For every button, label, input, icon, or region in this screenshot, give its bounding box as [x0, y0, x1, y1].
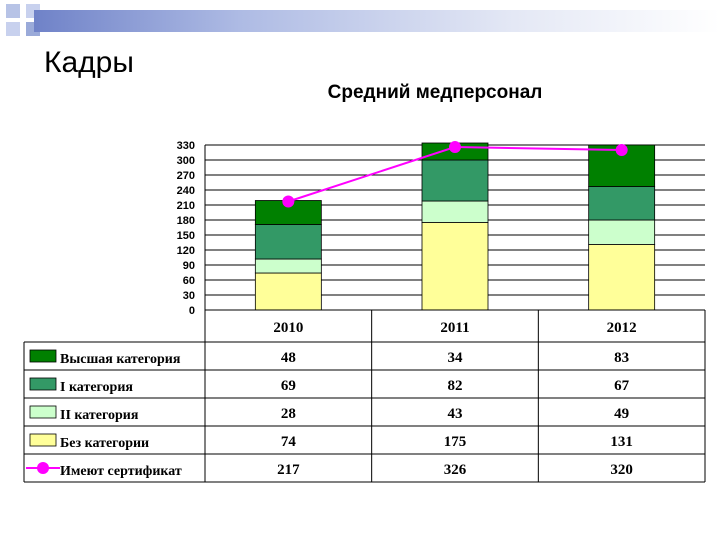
y-tick-label: 0: [189, 305, 195, 317]
data-value: 48: [281, 350, 296, 366]
legend-label: Высшая категория: [60, 352, 181, 367]
y-tick-label: 90: [183, 260, 195, 272]
bar-segment: [254, 272, 322, 311]
bar-segment: [588, 219, 656, 245]
legend-swatch: [29, 405, 57, 419]
data-value: 28: [281, 406, 296, 422]
y-tick-label: 330: [177, 140, 195, 152]
legend-swatch: [29, 349, 57, 363]
data-value: 43: [448, 406, 463, 422]
y-tick-label: 30: [183, 290, 195, 302]
y-tick-label: 120: [177, 245, 195, 257]
legend-label: Без категории: [60, 436, 149, 451]
data-value: 69: [281, 378, 296, 394]
data-value: 34: [448, 350, 464, 366]
legend-label: I категория: [60, 380, 133, 395]
bar-segment: [421, 159, 489, 202]
data-value: 217: [277, 462, 300, 478]
legend-swatch-marker: [37, 462, 49, 474]
data-value: 74: [281, 434, 297, 450]
y-tick-label: 270: [177, 170, 195, 182]
data-value: 326: [444, 462, 467, 478]
y-tick-label: 240: [177, 185, 195, 197]
bar-segment: [421, 222, 489, 311]
data-value: 83: [614, 350, 629, 366]
data-value: 67: [614, 378, 630, 394]
data-value: 49: [614, 406, 629, 422]
y-tick-label: 300: [177, 155, 195, 167]
chart-title: Средний медперсонал: [327, 82, 543, 103]
line-point: [282, 195, 295, 208]
bar-segment: [254, 224, 322, 260]
data-value: 320: [610, 462, 633, 478]
category-label: 2011: [440, 320, 469, 336]
y-tick-label: 180: [177, 215, 195, 227]
bar-segment: [421, 200, 489, 223]
legend-swatch: [29, 377, 57, 391]
bar-segment: [588, 244, 656, 311]
header-gradient-bar: [34, 10, 720, 32]
data-value: 82: [448, 378, 463, 394]
category-label: 2012: [607, 320, 637, 336]
data-value: 131: [610, 434, 633, 450]
legend-label: Имеют сертификат: [60, 464, 182, 479]
legend-label: II категория: [60, 408, 139, 423]
line-point: [615, 144, 628, 156]
category-label: 2010: [273, 320, 303, 336]
line-point: [449, 141, 461, 153]
y-tick-label: 210: [177, 200, 195, 212]
data-value: 175: [444, 434, 467, 450]
y-tick-label: 60: [183, 275, 195, 287]
slide-title: Кадры: [44, 46, 134, 79]
bar-segment: [588, 186, 656, 221]
bar-segment: [254, 258, 322, 274]
legend-swatch: [29, 433, 57, 447]
y-tick-label: 150: [177, 230, 195, 242]
